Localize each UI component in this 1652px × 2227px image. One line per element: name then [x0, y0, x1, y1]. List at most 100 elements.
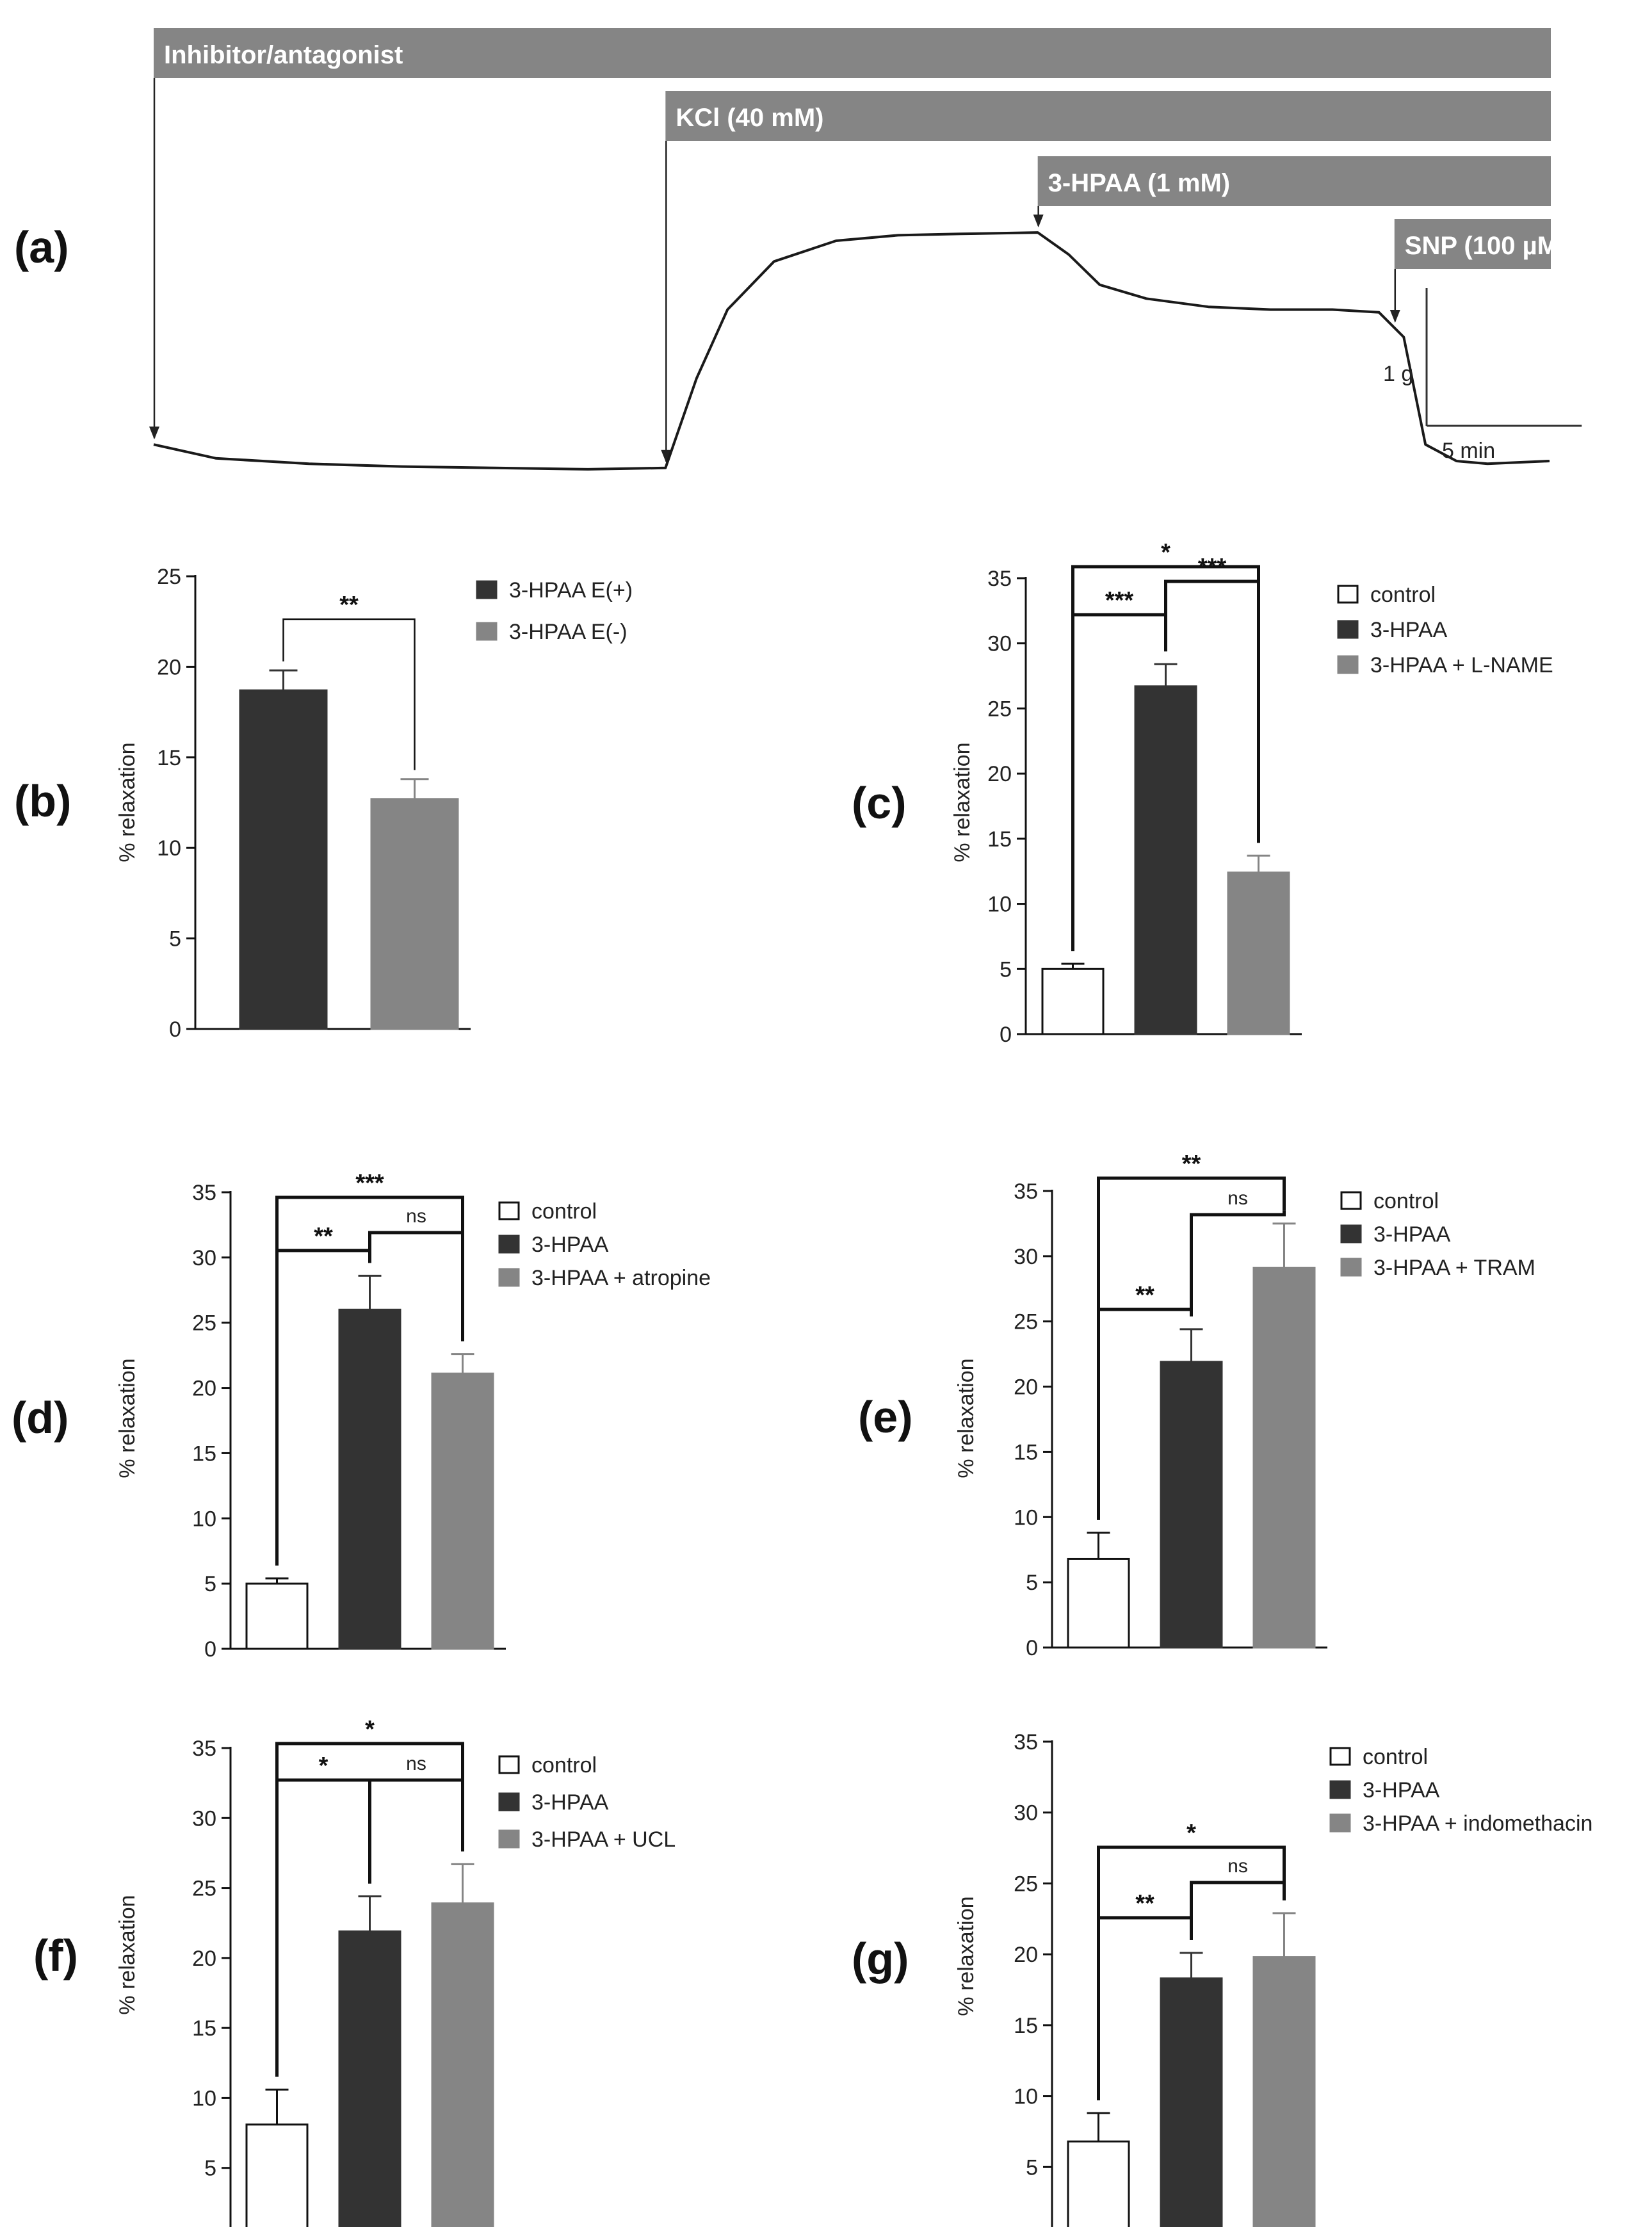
legend-label-f-3: 3-HPAA + UCL — [531, 1827, 676, 1852]
bar-b-1 — [239, 689, 328, 1030]
legend-swatch-b-2 — [476, 622, 498, 641]
legend-label-g-2: 3-HPAA — [1363, 1778, 1440, 1802]
legend-swatch-g-2 — [1329, 1780, 1351, 1799]
bar-d-3 — [431, 1372, 494, 1650]
legend-label-e-3: 3-HPAA + TRAM — [1373, 1256, 1535, 1280]
y-tick-label-b-0: 0 — [169, 1017, 181, 1042]
treatment-bar-3 — [1037, 156, 1551, 206]
sig-label-d-3: *** — [355, 1170, 384, 1197]
bar-b-2 — [370, 798, 459, 1030]
sig-bracket-g-2 — [1190, 1881, 1286, 1940]
legend-swatch-b-1 — [476, 580, 498, 599]
y-tick-label-f-30: 30 — [192, 1806, 216, 1831]
legend-label-b-1: 3-HPAA E(+) — [509, 578, 633, 603]
sig-label-g-2: ns — [1227, 1856, 1248, 1877]
panel-label-d: (d) — [12, 1393, 69, 1443]
treatment-bar-4 — [1394, 219, 1551, 269]
legend-swatch-g-3 — [1329, 1813, 1351, 1833]
y-tick-label-g-10: 10 — [1014, 2085, 1038, 2109]
legend-label-c-3: 3-HPAA + L-NAME — [1370, 653, 1553, 677]
y-axis-title-f: % relaxation — [115, 1895, 140, 2014]
panel-label-f: (f) — [33, 1931, 78, 1980]
panel-a: (a) Inhibitor/antagonist KCl (40 mM) 3-HPAA… — [14, 28, 1582, 471]
bar-e-2 — [1160, 1361, 1223, 1649]
bar-c-2 — [1134, 685, 1197, 1035]
panel-g: (g)% relaxation05101520253035**ns*contro… — [852, 1730, 1592, 2227]
y-axis-title-c: % relaxation — [950, 742, 975, 862]
panel-c: (c)% relaxation05101520253035*******cont… — [852, 539, 1553, 1047]
bar-g-2 — [1160, 1977, 1223, 2227]
y-tick-label-b-5: 5 — [169, 927, 181, 952]
y-tick-label-g-35: 35 — [1014, 1730, 1038, 1754]
legend-swatch-g-1 — [1329, 1747, 1351, 1766]
legend-swatch-c-2 — [1337, 620, 1359, 639]
y-tick-label-f-20: 20 — [192, 1947, 216, 1971]
sig-label-d-1: ** — [314, 1223, 333, 1250]
sig-label-f-2: ns — [406, 1753, 426, 1774]
panel-label-e: (e) — [858, 1392, 913, 1442]
y-tick-label-c-0: 0 — [1000, 1023, 1012, 1047]
bar-g-3 — [1252, 1956, 1316, 2227]
tension-trace — [153, 231, 1550, 471]
y-tick-label-d-0: 0 — [204, 1637, 216, 1662]
treatment-label-4: SNP (100 µM) — [1405, 232, 1567, 260]
legend-label-e-1: control — [1373, 1189, 1439, 1213]
treatment-label-3: 3-HPAA (1 mM) — [1048, 169, 1230, 197]
legend-swatch-f-2 — [498, 1792, 520, 1811]
legend-swatch-d-1 — [498, 1201, 520, 1220]
sig-bracket-e-3 — [1097, 1176, 1286, 1520]
y-tick-label-c-15: 15 — [987, 827, 1012, 852]
panel-f: (f)% relaxation05101520253035*ns*control… — [33, 1716, 676, 2227]
y-tick-label-d-5: 5 — [204, 1572, 216, 1596]
y-tick-label-f-35: 35 — [192, 1737, 216, 1761]
sig-label-b-1: ** — [339, 592, 359, 619]
legend-swatch-f-3 — [498, 1829, 520, 1849]
legend-label-d-3: 3-HPAA + atropine — [531, 1266, 711, 1290]
treatment-label-2: KCl (40 mM) — [676, 104, 823, 132]
legend-swatch-c-1 — [1337, 585, 1359, 604]
scale-label-x: 5 min — [1442, 439, 1495, 463]
bar-f-2 — [338, 1930, 401, 2227]
legend-label-c-1: control — [1370, 583, 1436, 607]
y-tick-label-e-5: 5 — [1026, 1571, 1038, 1595]
legend-label-b-2: 3-HPAA E(-) — [509, 620, 628, 644]
y-tick-label-b-20: 20 — [157, 655, 181, 679]
sig-label-e-2: ns — [1227, 1188, 1248, 1209]
legend-swatch-d-3 — [498, 1268, 520, 1287]
y-tick-label-d-15: 15 — [192, 1441, 216, 1466]
bar-f-1 — [245, 2123, 309, 2227]
bar-d-2 — [338, 1308, 401, 1650]
legend-swatch-e-2 — [1340, 1224, 1362, 1243]
bar-d-1 — [245, 1582, 309, 1650]
bar-c-3 — [1227, 871, 1290, 1035]
y-tick-label-g-15: 15 — [1014, 2014, 1038, 2038]
legend-swatch-e-3 — [1340, 1258, 1362, 1277]
legend-label-d-2: 3-HPAA — [531, 1233, 609, 1257]
legend-swatch-d-2 — [498, 1235, 520, 1254]
sig-bracket-f-2 — [368, 1778, 464, 1884]
y-tick-label-b-25: 25 — [157, 565, 181, 589]
y-tick-label-g-25: 25 — [1014, 1872, 1038, 1896]
legend-swatch-f-1 — [498, 1755, 520, 1774]
sig-label-e-3: ** — [1182, 1151, 1201, 1178]
y-tick-label-f-10: 10 — [192, 2086, 216, 2110]
y-tick-label-g-30: 30 — [1014, 1801, 1038, 1826]
sig-bracket-b-1 — [282, 618, 416, 770]
y-tick-label-d-30: 30 — [192, 1246, 216, 1270]
legend-swatch-e-1 — [1340, 1191, 1362, 1210]
treatment-arrowhead-1 — [149, 426, 159, 440]
treatment-label-1: Inhibitor/antagonist — [164, 41, 403, 69]
y-tick-label-c-30: 30 — [987, 632, 1012, 656]
y-tick-label-e-15: 15 — [1014, 1440, 1038, 1464]
panel-label-b: (b) — [14, 776, 71, 826]
legend-label-d-1: control — [531, 1199, 597, 1224]
y-tick-label-d-35: 35 — [192, 1181, 216, 1205]
sig-label-f-1: * — [319, 1753, 328, 1779]
treatment-arrowhead-4 — [1389, 309, 1400, 323]
y-tick-label-e-0: 0 — [1026, 1636, 1038, 1660]
y-tick-label-f-25: 25 — [192, 1877, 216, 1901]
y-tick-label-e-30: 30 — [1014, 1245, 1038, 1269]
y-tick-label-f-15: 15 — [192, 2016, 216, 2041]
panel-label-g: (g) — [852, 1934, 909, 1984]
